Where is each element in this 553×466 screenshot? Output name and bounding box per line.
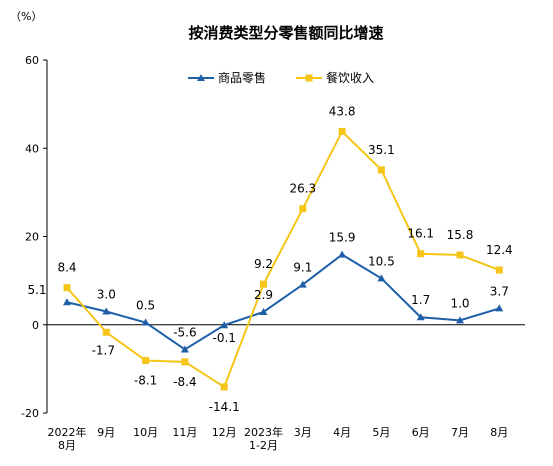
data-point-triangle xyxy=(456,316,464,324)
x-tick-label: 6月 xyxy=(412,426,430,439)
x-tick-label: 5月 xyxy=(372,426,390,439)
data-point-triangle xyxy=(220,321,229,329)
data-point-square xyxy=(102,328,110,336)
data-point-triangle xyxy=(259,307,268,315)
data-label: 1.7 xyxy=(411,293,430,307)
data-label: -5.6 xyxy=(173,325,196,339)
legend: 商品零售 餐饮收入 xyxy=(188,70,374,85)
data-label: 5.1 xyxy=(27,283,46,297)
data-point-square xyxy=(63,284,71,292)
data-label: 3.0 xyxy=(97,288,116,302)
data-point-square xyxy=(377,166,385,174)
y-tick-label: 0 xyxy=(32,319,39,332)
legend-label: 餐饮收入 xyxy=(326,70,374,85)
data-label: -1.7 xyxy=(92,343,115,357)
data-label: 10.5 xyxy=(368,254,395,268)
data-labels: 5.1 3.0 0.5 -5.6 -0.1 2.9 9.1 15.9 10.5 1.7 1.0 3.7… xyxy=(27,104,512,413)
y-tick-label: -20 xyxy=(21,407,39,420)
data-point-triangle xyxy=(180,345,189,353)
x-tick-label: 4月 xyxy=(333,426,351,439)
data-point-triangle xyxy=(377,274,386,282)
data-point-triangle xyxy=(298,280,307,288)
data-point-square xyxy=(417,250,425,258)
data-label: 2.9 xyxy=(254,288,273,302)
x-tick-label: 7月 xyxy=(451,426,469,439)
data-label: 16.1 xyxy=(407,227,434,241)
data-point-square xyxy=(456,251,464,259)
chart-title: 按消费类型分零售额同比增速 xyxy=(188,24,383,42)
data-label: 35.1 xyxy=(368,143,395,157)
data-point-square xyxy=(338,127,346,135)
data-label: -0.1 xyxy=(212,331,235,345)
data-point-triangle xyxy=(495,304,504,312)
data-point-triangle xyxy=(141,318,150,326)
data-point-triangle xyxy=(338,250,347,258)
x-tick-label: 8月 xyxy=(490,426,508,439)
data-label: 43.8 xyxy=(329,104,356,118)
data-label: 9.2 xyxy=(254,257,273,271)
y-tick-label: 60 xyxy=(25,54,39,67)
data-label: 8.4 xyxy=(57,261,76,275)
data-point-triangle xyxy=(416,313,425,321)
x-tick-label: 3月 xyxy=(294,426,312,439)
data-point-square xyxy=(220,383,228,391)
y-axis-unit: （%） xyxy=(10,10,42,23)
data-label: 15.9 xyxy=(329,231,356,245)
y-tick-label: 40 xyxy=(25,142,39,155)
x-tick-label: 8月 xyxy=(58,439,76,452)
data-label: 3.7 xyxy=(490,284,509,298)
data-point-square xyxy=(142,356,150,364)
data-label: -8.4 xyxy=(173,375,196,389)
data-point-square xyxy=(495,266,503,274)
data-label: 9.1 xyxy=(293,261,312,275)
data-label: -8.1 xyxy=(134,373,157,387)
x-tick-label: 1-2月 xyxy=(249,439,278,452)
legend-label: 商品零售 xyxy=(218,70,266,85)
series-line-2 xyxy=(66,129,500,389)
data-point-triangle xyxy=(102,307,111,315)
x-tick-label: 12月 xyxy=(212,426,237,439)
y-tick-label: 20 xyxy=(25,231,39,244)
legend-marker-triangle xyxy=(197,74,205,81)
data-point-square xyxy=(299,205,307,213)
data-point-square xyxy=(260,280,267,288)
data-point-triangle xyxy=(63,298,71,306)
data-label: 12.4 xyxy=(486,243,513,257)
legend-marker-square xyxy=(305,74,313,82)
x-tick-label: 11月 xyxy=(172,426,197,439)
data-label: 15.8 xyxy=(447,228,474,242)
x-tick-label: 2023年 xyxy=(244,425,283,439)
series-line-1 xyxy=(66,253,500,351)
x-tick-label: 10月 xyxy=(133,426,158,439)
data-label: 26.3 xyxy=(289,182,316,196)
x-tick-label: 9月 xyxy=(97,426,115,439)
data-label: 1.0 xyxy=(450,296,469,310)
data-label: 0.5 xyxy=(136,299,155,313)
data-point-square xyxy=(181,358,189,366)
series-layer xyxy=(63,127,504,391)
x-tick-label: 2022年 xyxy=(48,425,87,439)
data-label: -14.1 xyxy=(209,400,240,414)
